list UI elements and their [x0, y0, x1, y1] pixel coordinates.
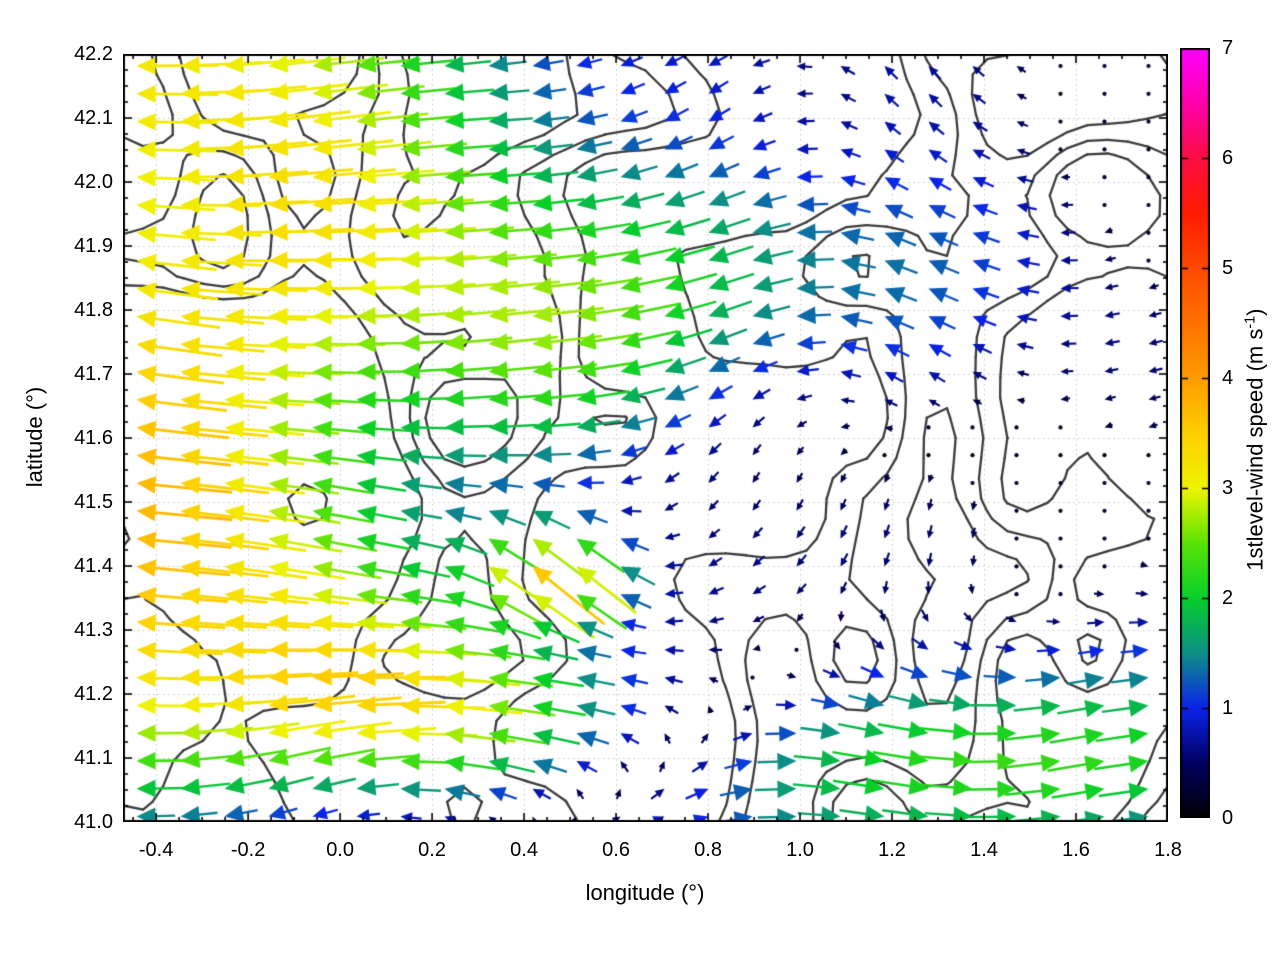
- y-tick-label: 41.9: [74, 235, 113, 257]
- x-tick-label: -0.2: [230, 839, 266, 861]
- colorbar-title-main: 1stlevel-wind speed (m s: [1242, 328, 1268, 571]
- vector-field-canvas: [123, 54, 1168, 822]
- x-tick-label: 1.2: [878, 839, 906, 861]
- y-tick-label: 41.7: [74, 363, 113, 385]
- y-tick-label: 41.0: [74, 811, 113, 833]
- y-tick-label: 41.4: [74, 555, 113, 577]
- colorbar-title-superscript: -1: [1242, 315, 1259, 329]
- y-tick-label: 42.0: [74, 171, 113, 193]
- y-tick-label: 41.2: [74, 683, 113, 705]
- colorbar-tick-label: 0: [1222, 807, 1234, 829]
- y-tick-label: 42.1: [74, 107, 113, 129]
- x-axis-title: longitude (°): [585, 880, 705, 905]
- x-tick-label: 1.0: [786, 839, 814, 861]
- x-tick-label: 0.0: [326, 839, 354, 861]
- colorbar-tick-label: 2: [1222, 587, 1234, 609]
- y-tick-label: 41.1: [74, 747, 113, 769]
- x-tick-label: 0.6: [602, 839, 630, 861]
- x-tick-label: 0.2: [418, 839, 446, 861]
- colorbar-tick-label: 3: [1222, 477, 1234, 499]
- x-tick-label: 0.4: [510, 839, 538, 861]
- x-tick-label: 1.8: [1154, 839, 1182, 861]
- colorbar-tick-label: 5: [1222, 257, 1234, 279]
- colorbar-tick-label: 7: [1222, 37, 1234, 59]
- y-tick-label: 42.2: [74, 43, 113, 65]
- colorbar-tick-label: 1: [1222, 697, 1234, 719]
- x-tick-label: -0.4: [138, 839, 174, 861]
- colorbar-tick-label: 6: [1222, 147, 1234, 169]
- x-tick-label: 1.6: [1062, 839, 1090, 861]
- colorbar-tick-label: 4: [1222, 367, 1234, 389]
- y-tick-label: 41.3: [74, 619, 113, 641]
- x-tick-label: 0.8: [694, 839, 722, 861]
- colorbar-gradient: [1180, 48, 1210, 818]
- y-tick-label: 41.6: [74, 427, 113, 449]
- y-tick-label: 41.8: [74, 299, 113, 321]
- colorbar-title-close: ): [1242, 308, 1268, 316]
- x-tick-label: 1.4: [970, 839, 998, 861]
- y-tick-label: 41.5: [74, 491, 113, 513]
